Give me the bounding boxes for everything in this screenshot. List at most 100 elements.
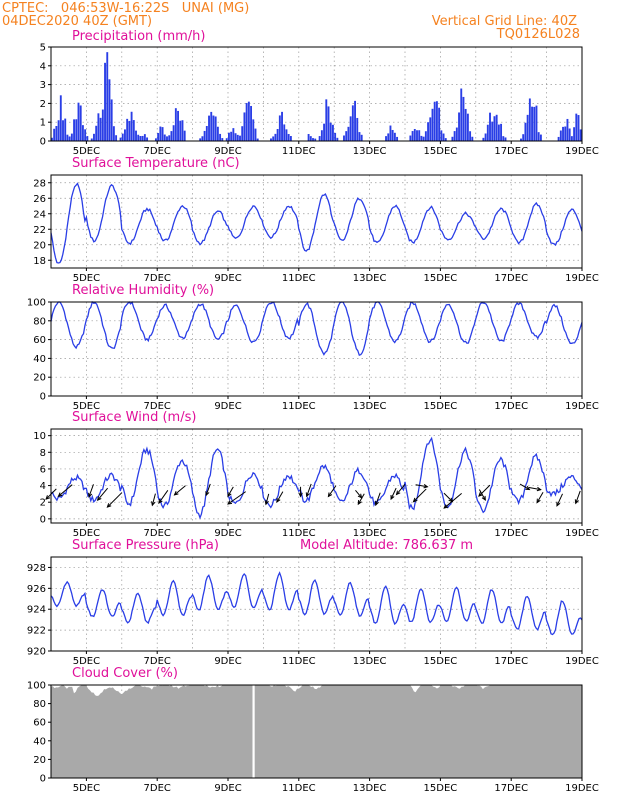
wind-vector	[412, 488, 427, 503]
precip-bar	[460, 88, 463, 141]
precip-bar	[84, 129, 87, 141]
wind-vector-shaft	[158, 490, 169, 504]
panels: 0 1 2 3 4 5 5DEC 7DEC 9DEC 11DEC 13DEC 15DEC 17DEC 19…	[27, 29, 599, 794]
precip-bar	[228, 132, 230, 141]
wind-vector-head	[227, 500, 233, 505]
ytick-label: 3	[40, 80, 46, 91]
ytick-label: 0	[40, 514, 46, 525]
precip-bar	[287, 134, 290, 141]
precip-bar	[493, 116, 496, 141]
xtick-label: 17DEC	[494, 401, 528, 412]
cloud-cover-area	[51, 685, 582, 778]
wind-vector-shaft	[327, 485, 337, 497]
xtick-label: 11DEC	[282, 273, 316, 284]
cloud-gap	[252, 685, 255, 778]
panel-temp: 18 20 22 24 26 28 5DEC 7DEC 9DEC 11DEC 13DEC 15DEC 1…	[33, 156, 599, 284]
wind-vector-head	[96, 496, 102, 502]
xtick-label: 19DEC	[565, 273, 599, 284]
wind-vector-shaft	[151, 493, 156, 506]
precip-bar	[562, 126, 564, 141]
panel-title-precip: Precipitation (mm/h)	[72, 29, 205, 44]
precip-bar	[307, 134, 310, 141]
precip-bar	[81, 125, 84, 141]
wind-vector-shaft	[357, 493, 365, 505]
precip-bar	[440, 130, 443, 141]
precip-bar	[59, 95, 62, 141]
precip-bar	[385, 136, 387, 141]
precip-bar	[433, 101, 436, 141]
wind-vector-shaft	[355, 490, 362, 499]
precip-bar	[320, 130, 323, 141]
wind-vector-head	[412, 497, 418, 503]
xtick-label: 19DEC	[565, 656, 599, 667]
precip-bar	[504, 137, 507, 141]
ytick-label: 922	[27, 626, 46, 637]
wind-vector	[528, 486, 542, 492]
precip-bar	[351, 105, 354, 141]
wind-vector-head	[151, 501, 156, 507]
xtick-label: 19DEC	[565, 783, 599, 794]
precip-bar	[115, 135, 118, 141]
xtick-label: 15DEC	[424, 401, 458, 412]
wind-vector-head	[536, 498, 541, 504]
precip-bar	[183, 130, 186, 141]
header-station: CPTEC: 046:53W-16:22S UNAI (MG)	[2, 1, 249, 16]
precip-bar	[438, 107, 441, 141]
precip-bar	[358, 132, 361, 141]
precip-bar	[203, 130, 206, 141]
precip-bar	[469, 131, 472, 141]
ytick-label: 26	[33, 194, 46, 205]
precip-bar	[241, 126, 244, 141]
precip-bar	[420, 135, 423, 141]
precip-bar	[535, 105, 538, 141]
wind-vector	[327, 485, 337, 498]
precip-bar	[139, 136, 142, 141]
precip-bar	[482, 137, 485, 141]
precip-bar	[137, 134, 140, 141]
wind-vector	[357, 493, 365, 506]
precip-bar	[283, 124, 286, 141]
precip-bar	[157, 133, 160, 141]
wind-vector-head	[374, 501, 379, 507]
precip-bar	[163, 134, 166, 141]
precip-bar	[334, 132, 337, 141]
precip-bar	[331, 124, 334, 141]
xtick-label: 19DEC	[565, 528, 599, 539]
precip-bar	[121, 133, 124, 141]
precip-bar	[112, 126, 115, 141]
precip-bar	[323, 123, 326, 141]
precip-bar	[132, 120, 135, 141]
ytick-label: 20	[33, 240, 46, 251]
wind-vector	[395, 484, 406, 496]
precip-bar	[272, 136, 275, 141]
precip-bar	[205, 126, 208, 141]
precip-bar	[225, 138, 228, 141]
precip-bar	[101, 109, 104, 141]
precip-bar	[349, 116, 352, 141]
wind-vector-head	[57, 492, 63, 498]
wind-vector-head	[478, 492, 483, 497]
wind-vector	[415, 484, 429, 489]
precip-bar	[411, 131, 414, 141]
wind-vector	[264, 493, 270, 506]
wind-vector-shaft	[227, 491, 246, 505]
precip-bar	[486, 124, 489, 141]
precip-bar	[95, 125, 98, 141]
wind-vector-shaft	[443, 493, 462, 509]
precip-bar	[471, 136, 474, 141]
precip-bar	[458, 112, 460, 141]
ytick-label: 60	[33, 718, 46, 729]
precip-bar	[285, 129, 288, 141]
precip-bar	[276, 129, 279, 141]
wind-vector-head	[205, 491, 210, 497]
precip-bar	[393, 132, 396, 141]
wind-vector-shaft	[528, 487, 541, 491]
precip-bar	[199, 138, 202, 141]
wind-vector-shaft	[306, 483, 312, 497]
precip-bar	[522, 134, 525, 141]
precip-bar	[73, 119, 76, 141]
wind-vector	[88, 484, 94, 498]
precip-bar	[172, 125, 175, 141]
precip-bar	[51, 137, 53, 141]
precip-bar	[495, 114, 498, 141]
